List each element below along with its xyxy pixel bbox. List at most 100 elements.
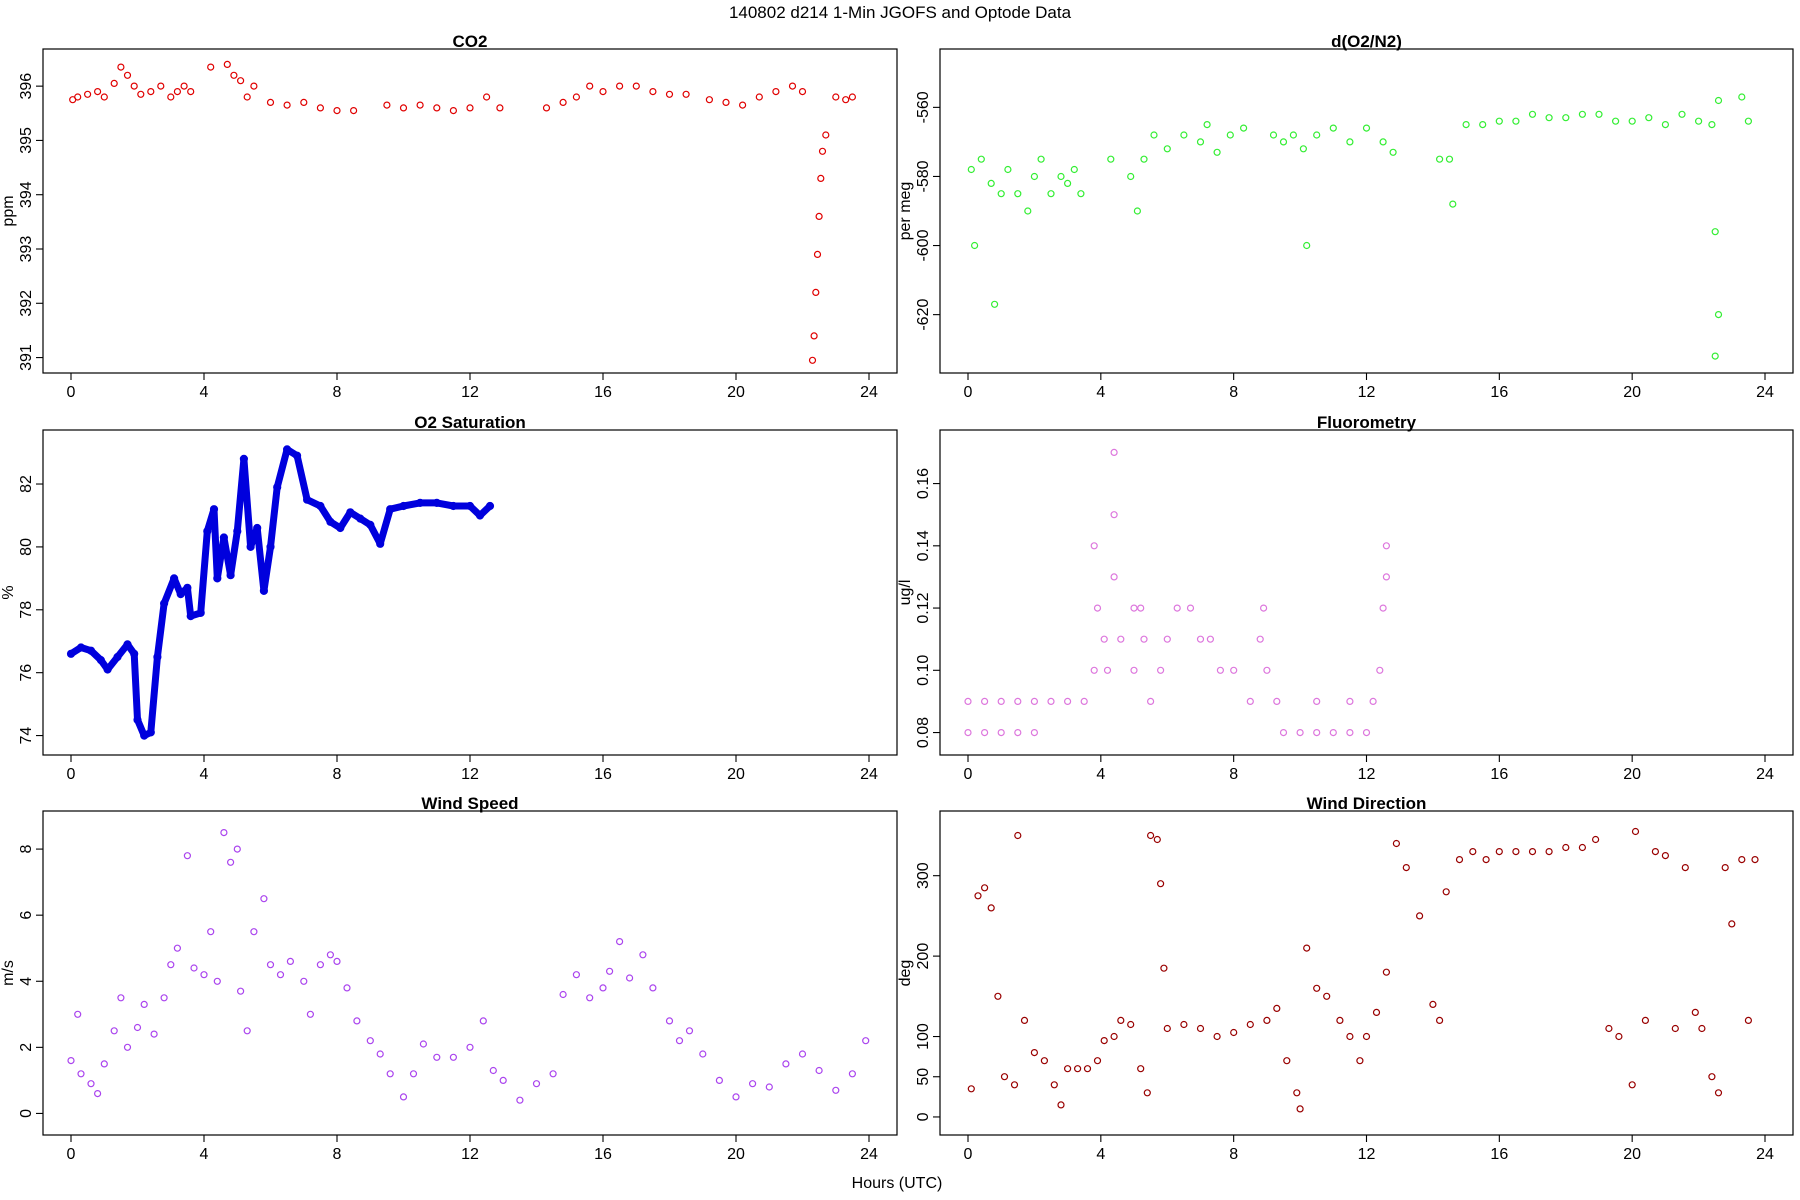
x-tick-label-winddir: 20 bbox=[1623, 1146, 1641, 1163]
data-point-fluoro bbox=[1263, 666, 1271, 674]
x-tick-label-fluoro: 8 bbox=[1229, 766, 1238, 783]
data-point-windspeed bbox=[848, 1070, 857, 1078]
data-point-windspeed bbox=[207, 928, 215, 936]
data-point-o2sat bbox=[209, 505, 219, 514]
data-point-o2sat bbox=[253, 523, 262, 533]
data-point-winddir bbox=[1562, 843, 1570, 852]
panel-co2: CO2 0 4 8 12 16 20 24 391 392 393 394 395 396 ppm bbox=[0, 32, 898, 401]
y-tick-label-fluoro: 0.14 bbox=[915, 530, 932, 561]
data-point-windspeed bbox=[227, 858, 235, 866]
data-point-fluoro bbox=[1093, 604, 1102, 612]
y-tick-label-o2sat: 74 bbox=[18, 727, 35, 745]
x-tick-label-co2: 16 bbox=[594, 384, 612, 401]
data-point-o2sat bbox=[226, 571, 235, 580]
data-point-winddir bbox=[1528, 847, 1537, 856]
data-point-windspeed bbox=[67, 1056, 75, 1065]
data-point-co2 bbox=[810, 332, 818, 340]
data-point-do2n2 bbox=[1070, 165, 1078, 174]
data-point-windspeed bbox=[117, 994, 125, 1002]
data-point-winddir bbox=[1435, 1016, 1444, 1025]
data-point-do2n2 bbox=[1063, 179, 1072, 187]
data-point-do2n2 bbox=[1269, 131, 1278, 139]
data-point-windspeed bbox=[266, 961, 275, 969]
data-point-do2n2 bbox=[1313, 131, 1321, 139]
data-point-winddir bbox=[1744, 1016, 1753, 1025]
data-point-do2n2 bbox=[1479, 120, 1487, 129]
data-point-winddir bbox=[1415, 912, 1424, 920]
data-point-do2n2 bbox=[1239, 124, 1248, 132]
data-point-windspeed bbox=[599, 984, 607, 992]
data-point-co2 bbox=[813, 250, 822, 258]
data-point-fluoro bbox=[1230, 666, 1238, 674]
data-point-windspeed bbox=[167, 961, 175, 969]
data-point-co2 bbox=[93, 87, 102, 96]
data-point-winddir bbox=[1246, 1020, 1254, 1029]
x-tick-label-do2n2: 8 bbox=[1229, 384, 1238, 401]
y-tick-label-windspeed: 0 bbox=[18, 1109, 35, 1118]
data-point-fluoro bbox=[1030, 697, 1039, 706]
data-point-fluoro bbox=[1259, 604, 1268, 612]
data-point-do2n2 bbox=[1362, 124, 1371, 132]
y-tick-label-do2n2: -580 bbox=[915, 160, 932, 192]
data-point-winddir bbox=[1721, 863, 1729, 872]
data-point-winddir bbox=[974, 892, 982, 900]
data-point-windspeed bbox=[433, 1053, 441, 1061]
data-point-winddir bbox=[1681, 863, 1689, 872]
x-tick-label-o2sat: 4 bbox=[200, 766, 209, 783]
data-point-do2n2 bbox=[1462, 120, 1470, 129]
panel-do2n2: d(O2/N2) 0 4 8 12 16 20 24 -620 -600 -580 -560 per … bbox=[897, 32, 1794, 401]
data-point-o2sat bbox=[196, 608, 205, 618]
data-point-o2sat bbox=[432, 498, 441, 507]
data-point-winddir bbox=[967, 1085, 975, 1093]
data-point-fluoro bbox=[1216, 666, 1225, 674]
data-point-do2n2 bbox=[1299, 145, 1308, 153]
data-point-o2sat bbox=[399, 501, 408, 511]
y-tick-label-co2: 394 bbox=[18, 181, 35, 208]
data-point-co2 bbox=[433, 104, 441, 112]
data-point-o2sat bbox=[366, 520, 375, 530]
data-point-co2 bbox=[772, 87, 780, 96]
data-point-fluoro bbox=[1346, 697, 1354, 706]
data-point-winddir bbox=[1442, 888, 1450, 896]
data-point-windspeed bbox=[815, 1066, 823, 1075]
data-point-co2 bbox=[383, 101, 391, 109]
data-point-winddir bbox=[1100, 1036, 1108, 1045]
x-tick-label-fluoro: 0 bbox=[964, 766, 973, 783]
data-point-windspeed bbox=[499, 1076, 507, 1085]
data-point-windspeed bbox=[559, 990, 567, 999]
data-point-do2n2 bbox=[1694, 117, 1703, 125]
x-tick-label-fluoro: 24 bbox=[1756, 766, 1774, 783]
data-point-o2sat bbox=[293, 451, 302, 460]
data-point-fluoro bbox=[1369, 697, 1377, 706]
data-point-do2n2 bbox=[1203, 120, 1211, 129]
panel-title-windspeed: Wind Speed bbox=[421, 794, 518, 813]
y-tick-label-co2: 391 bbox=[18, 344, 35, 371]
data-point-winddir bbox=[1651, 847, 1660, 856]
data-point-winddir bbox=[1110, 1032, 1118, 1041]
data-point-windspeed bbox=[133, 1023, 142, 1032]
x-tick-label-do2n2: 12 bbox=[1358, 384, 1376, 401]
data-point-windspeed bbox=[586, 994, 594, 1002]
data-point-windspeed bbox=[386, 1070, 394, 1078]
x-tick-label-co2: 0 bbox=[67, 384, 76, 401]
data-point-o2sat bbox=[140, 731, 149, 740]
panel-winddir: Wind Direction 0 4 8 12 16 20 24 0 50 100 200 300 de… bbox=[897, 794, 1794, 1163]
data-point-windspeed bbox=[699, 1050, 707, 1058]
data-point-fluoro bbox=[1140, 635, 1148, 643]
data-point-o2sat bbox=[103, 665, 112, 674]
data-point-co2 bbox=[416, 101, 424, 109]
data-point-winddir bbox=[1296, 1105, 1304, 1113]
x-tick-label-windspeed: 12 bbox=[461, 1146, 479, 1163]
data-point-fluoro bbox=[1256, 635, 1264, 643]
data-point-o2sat bbox=[213, 574, 222, 583]
data-point-fluoro bbox=[1362, 728, 1371, 737]
y-tick-label-do2n2: -600 bbox=[915, 229, 932, 261]
data-point-co2 bbox=[466, 104, 474, 112]
data-point-winddir bbox=[1346, 1032, 1354, 1041]
x-tick-label-winddir: 8 bbox=[1229, 1146, 1238, 1163]
data-point-windspeed bbox=[625, 974, 634, 982]
data-point-fluoro bbox=[1206, 635, 1215, 643]
data-point-winddir bbox=[1545, 847, 1553, 856]
x-tick-label-o2sat: 0 bbox=[67, 766, 76, 783]
data-point-winddir bbox=[1073, 1065, 1082, 1073]
